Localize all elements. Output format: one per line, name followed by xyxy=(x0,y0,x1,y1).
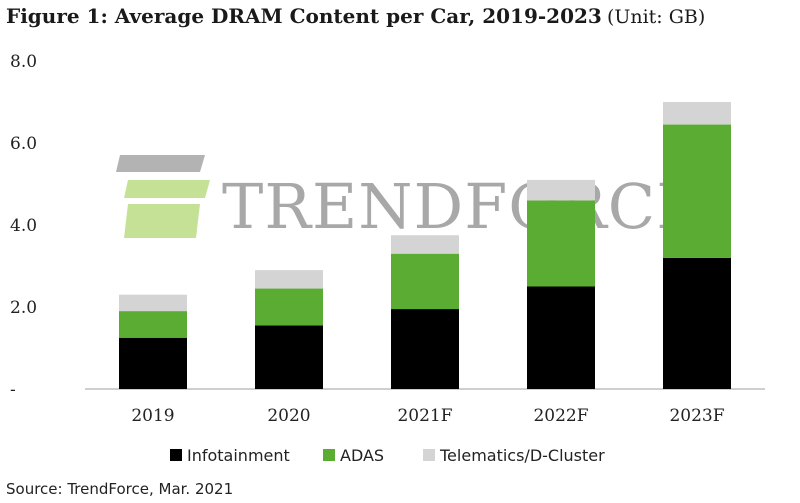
bar-segment-telematics-d-cluster xyxy=(527,179,595,201)
bar-segment-infotainment xyxy=(255,325,323,389)
bar-segment-telematics-d-cluster xyxy=(119,294,187,312)
legend-label: Telematics/D-Cluster xyxy=(439,446,605,465)
bar-segment-infotainment xyxy=(663,257,731,389)
legend-label: ADAS xyxy=(340,446,384,465)
x-tick-label: 2023F xyxy=(669,406,724,426)
x-tick-label: 2019 xyxy=(131,406,174,426)
y-tick-label: 8.0 xyxy=(10,52,37,72)
y-tick-label: 2.0 xyxy=(10,298,37,318)
legend: Infotainment ADAS Telematics/D-Cluster xyxy=(170,446,605,465)
source-note: Source: TrendForce, Mar. 2021 xyxy=(6,480,234,498)
bar-segment-infotainment xyxy=(527,286,595,389)
legend-swatch xyxy=(323,449,335,461)
bar-segment-infotainment xyxy=(391,309,459,389)
x-tick-label: 2022F xyxy=(533,406,588,426)
y-axis-ticks: - 2.0 4.0 6.0 8.0 xyxy=(10,52,37,400)
bar-segment-adas xyxy=(527,200,595,287)
legend-label: Infotainment xyxy=(187,446,290,465)
y-tick-label: 6.0 xyxy=(10,134,37,154)
bar-segment-telematics-d-cluster xyxy=(391,235,459,254)
trendforce-watermark: TRENDFORCE xyxy=(116,155,702,243)
bar-segment-infotainment xyxy=(119,337,187,389)
legend-swatch xyxy=(170,449,182,461)
chart-title-unit: (Unit: GB) xyxy=(606,6,706,28)
chart-title: Figure 1: Average DRAM Content per Car, … xyxy=(6,4,705,28)
bar-segment-adas xyxy=(119,311,187,338)
trendforce-logo-icon xyxy=(116,155,210,238)
bars xyxy=(119,102,731,389)
y-tick-label: - xyxy=(10,380,16,400)
watermark-text: TRENDFORCE xyxy=(222,170,702,243)
y-tick-label: 4.0 xyxy=(10,216,37,236)
x-tick-label: 2021F xyxy=(397,406,452,426)
bar-segment-adas xyxy=(255,288,323,326)
bar-segment-adas xyxy=(391,253,459,310)
legend-swatch xyxy=(423,449,435,461)
bar-segment-telematics-d-cluster xyxy=(255,270,323,289)
chart-title-main: Figure 1: Average DRAM Content per Car, … xyxy=(6,4,602,28)
stacked-bar-chart: TRENDFORCE -2.04.06.08.0 2019 2020 2021F 20… xyxy=(10,52,765,465)
bar-segment-telematics-d-cluster xyxy=(663,102,731,125)
bar-segment-adas xyxy=(663,124,731,258)
x-axis-labels: 2019 2020 2021F 2022F 2023F xyxy=(131,406,724,426)
x-tick-label: 2020 xyxy=(267,406,310,426)
